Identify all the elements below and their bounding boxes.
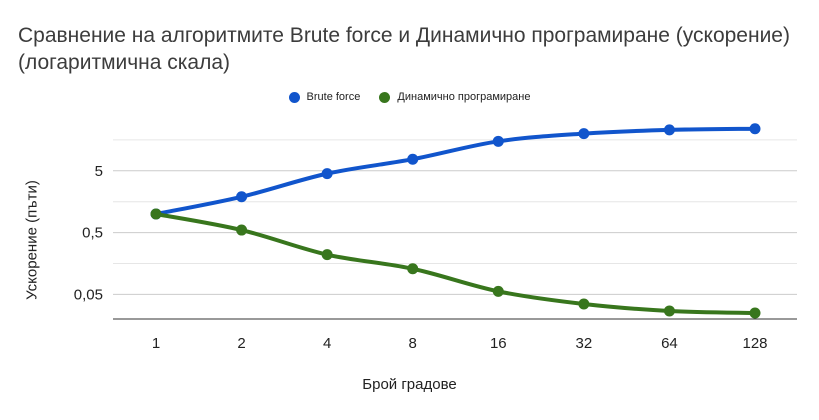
- x-axis-label: Брой градове: [362, 376, 457, 393]
- legend-item-dynamic-programming[interactable]: Динамично програмиране: [379, 91, 530, 103]
- legend-label-brute-force: Brute force: [306, 91, 361, 103]
- data-point-brute-force: [578, 128, 590, 140]
- y-tick-label: 0,5: [82, 225, 103, 242]
- data-point-dynamic-programming: [578, 298, 590, 310]
- data-point-brute-force: [749, 123, 761, 135]
- series-line-dynamic-programming: [154, 212, 757, 316]
- x-tick-label: 1: [152, 335, 160, 352]
- data-point-brute-force: [663, 124, 675, 136]
- data-point-dynamic-programming: [150, 208, 162, 220]
- legend-item-brute-force[interactable]: Brute force: [288, 91, 361, 103]
- data-point-brute-force: [492, 135, 504, 147]
- series-line-brute-force: [154, 126, 757, 217]
- data-point-dynamic-programming: [236, 224, 248, 236]
- x-tick-label: 16: [490, 335, 507, 352]
- data-point-dynamic-programming: [321, 249, 333, 261]
- x-tick-label: 128: [742, 335, 767, 352]
- legend: Brute force Динамично програмиране: [0, 91, 819, 106]
- x-tick-label: 4: [323, 335, 331, 352]
- legend-marker-dynamic-programming: [379, 91, 391, 103]
- data-point-dynamic-programming: [663, 305, 675, 317]
- data-point-brute-force: [407, 153, 419, 165]
- legend-marker-brute-force: [288, 91, 300, 103]
- y-tick-label: 0,05: [74, 286, 103, 303]
- data-point-dynamic-programming: [749, 307, 761, 319]
- data-point-dynamic-programming: [492, 285, 504, 297]
- data-point-dynamic-programming: [407, 263, 419, 275]
- x-tick-label: 64: [661, 335, 678, 352]
- x-tick-label: 32: [576, 335, 593, 352]
- chart-title: Сравнение на алгоритмите Brute force и Д…: [18, 24, 790, 74]
- legend-label-dynamic-programming: Динамично програмиране: [397, 91, 531, 103]
- x-tick-label: 2: [237, 335, 245, 352]
- x-tick-label: 8: [409, 335, 417, 352]
- y-tick-label: 5: [95, 163, 103, 180]
- data-point-brute-force: [321, 168, 333, 180]
- data-point-brute-force: [236, 191, 248, 203]
